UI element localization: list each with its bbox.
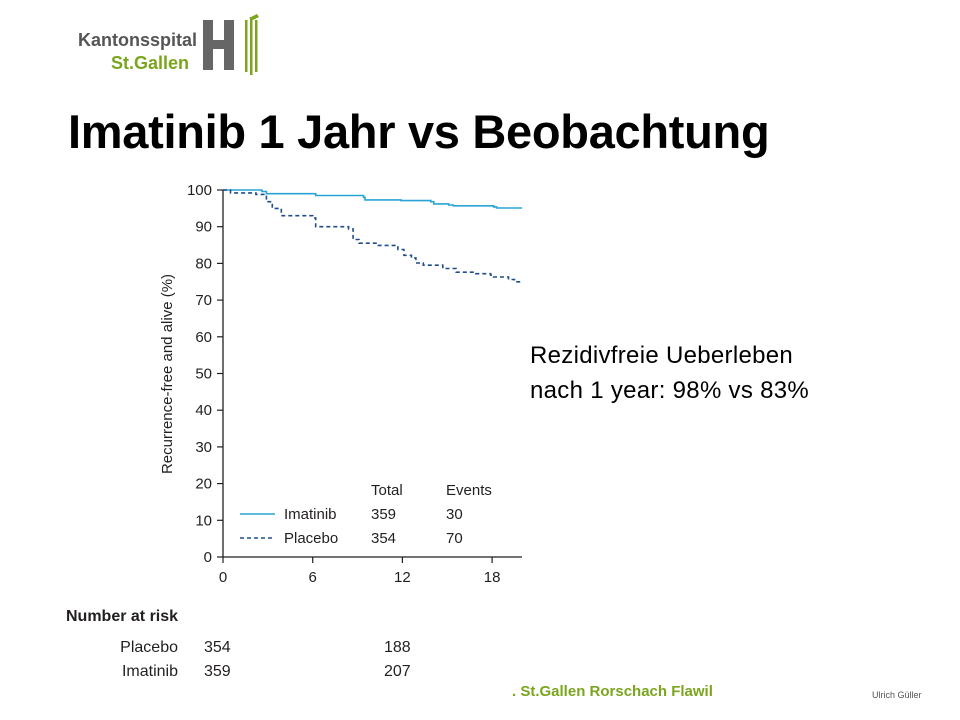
series-line-imatinib (223, 189, 522, 209)
risk-row-label: Placebo (120, 639, 178, 656)
chart-series (223, 189, 522, 283)
risk-value: 188 (384, 639, 411, 656)
callout-line-2: nach 1 year: 98% vs 83% (530, 377, 810, 404)
y-tick-label: 90 (195, 219, 212, 236)
risk-value: 359 (204, 663, 231, 680)
chart-legend: Total Events Imatinib 359 30 Placebo 354 70 (240, 482, 492, 547)
x-tick-label: 12 (394, 569, 411, 586)
result-callout: Rezidivfreie Ueberleben nach 1 year: 98%… (530, 338, 809, 408)
x-tick-label: 6 (309, 569, 317, 586)
y-tick-label: 30 (195, 439, 212, 456)
series-line-placebo (223, 189, 522, 283)
legend-events: 70 (446, 530, 463, 547)
y-tick-label: 40 (195, 402, 212, 419)
y-axis-label: Recurrence-free and alive (%) (159, 274, 176, 474)
logo-line-2: St.Gallen (111, 53, 190, 73)
footer-locations: . St.Gallen Rorschach Flawil (512, 683, 713, 700)
y-tick-label: 100 (187, 182, 212, 199)
legend-header-events: Events (446, 482, 492, 499)
y-tick-label: 80 (195, 255, 212, 272)
number-at-risk-table: Number at risk Placebo 354 188 Imatinib … (66, 608, 446, 688)
hospital-logo: Kantonsspital St.Gallen (78, 14, 278, 78)
y-tick-label: 20 (195, 476, 212, 493)
risk-row-label: Imatinib (121, 663, 178, 680)
logo-line-1: Kantonsspital (78, 30, 198, 50)
slide-title: Imatinib 1 Jahr vs Beobachtung (68, 105, 770, 158)
legend-label: Imatinib (284, 506, 337, 523)
chart-axes: 0 10 20 30 40 50 60 70 80 90 100 0 6 12 18 (187, 182, 522, 586)
legend-total: 354 (371, 530, 396, 547)
hospital-h-logo-icon (203, 14, 259, 75)
kaplan-meier-chart: Recurrence-free and alive (%) 0 10 20 30 40 5… (159, 182, 522, 586)
y-tick-label: 50 (195, 366, 212, 383)
callout-line-1: Rezidivfreie Ueberleben (530, 342, 794, 369)
risk-value: 207 (384, 663, 411, 680)
legend-events: 30 (446, 506, 463, 523)
legend-header-total: Total (371, 482, 403, 499)
risk-table-title: Number at risk (66, 608, 179, 625)
x-tick-label: 18 (484, 569, 501, 586)
footer-author: Ulrich Güller (872, 690, 922, 700)
y-tick-label: 70 (195, 292, 212, 309)
x-tick-label: 0 (219, 569, 227, 586)
legend-label: Placebo (284, 530, 338, 547)
risk-value: 354 (204, 639, 231, 656)
y-tick-label: 10 (195, 512, 212, 529)
legend-total: 359 (371, 506, 396, 523)
y-tick-label: 60 (195, 329, 212, 346)
y-tick-label: 0 (204, 549, 212, 566)
